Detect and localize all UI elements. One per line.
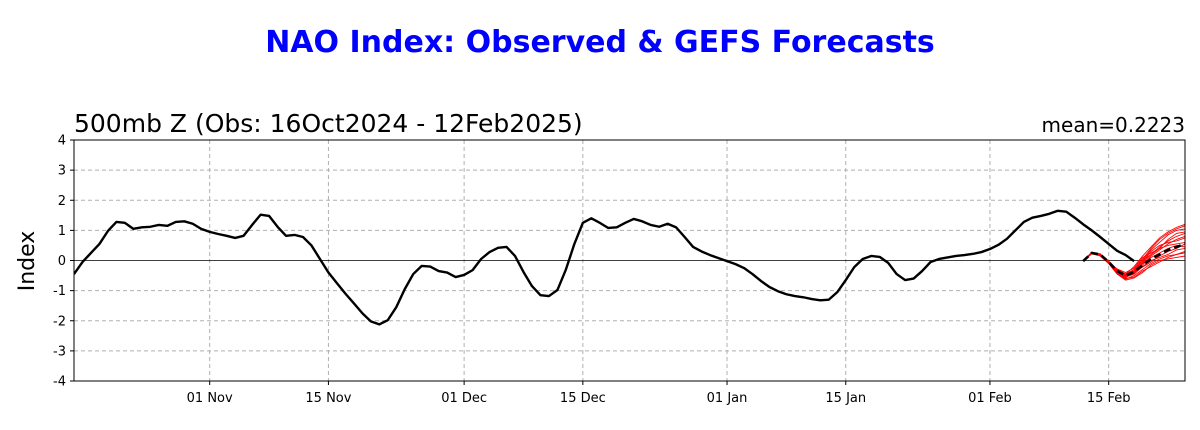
y-tick-label: -4 [53,375,66,390]
y-tick-label: 2 [58,194,66,209]
x-axis-ticks: 01 Nov 15 Nov 01 Dec 15 Dec 01 Jan 15 Jan 01 F… [187,381,1131,406]
chart-title: NAO Index: Observed & GEFS Forecasts [265,25,935,60]
y-tick-label: 3 [58,164,66,179]
x-tick-label: 15 Nov [305,391,351,406]
y-tick-label: 0 [58,254,66,269]
ensemble-mean-line [1082,242,1185,278]
x-tick-label: 15 Dec [560,391,606,406]
x-tick-label: 01 Feb [968,391,1012,406]
observed-line [74,209,1135,326]
y-axis-label: Index [15,231,40,292]
y-tick-label: 4 [58,134,66,149]
x-tick-label: 01 Nov [187,391,233,406]
x-tick-label: 01 Jan [707,391,748,406]
x-tick-label: 15 Feb [1087,391,1131,406]
x-tick-label: 01 Dec [441,391,487,406]
y-tick-label: -3 [53,344,66,359]
y-tick-label: 1 [58,224,66,239]
mean-label: mean=0.2223 [1042,113,1185,137]
y-tick-label: -2 [53,314,66,329]
chart-subtitle: 500mb Z (Obs: 16Oct2024 - 12Feb2025) [74,109,583,138]
y-tick-label: -1 [53,284,66,299]
ensemble-mean-series [1082,242,1185,278]
observed-series [74,209,1135,326]
y-axis-ticks: -4 -3 -2 -1 0 1 2 3 4 [53,134,74,390]
x-tick-label: 15 Jan [825,391,866,406]
